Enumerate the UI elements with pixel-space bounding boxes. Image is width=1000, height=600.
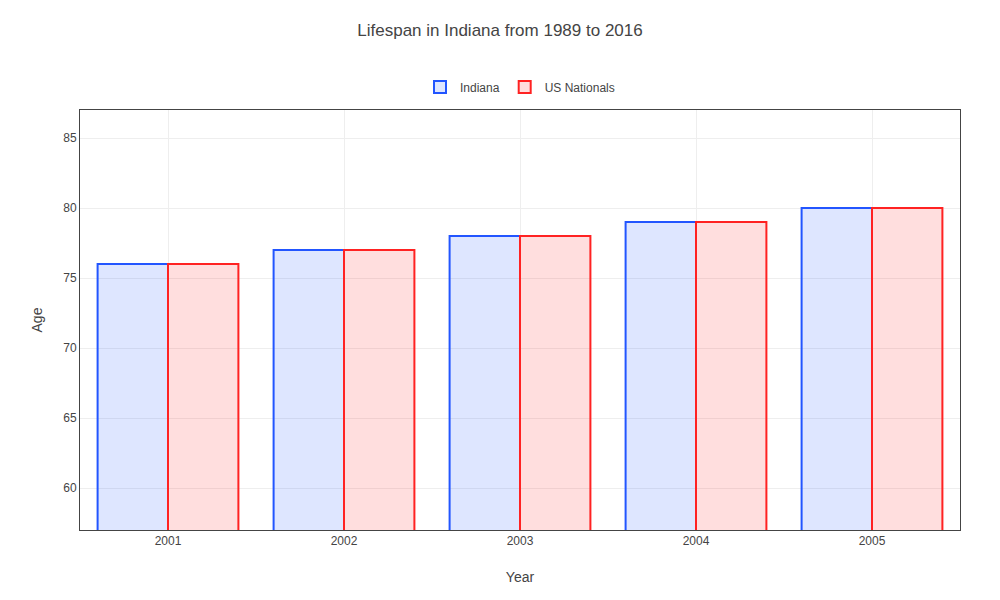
svg-text:2004: 2004	[683, 534, 710, 548]
svg-text:75: 75	[63, 271, 77, 285]
svg-text:Year: Year	[506, 569, 535, 585]
svg-text:2003: 2003	[507, 534, 534, 548]
svg-text:2001: 2001	[155, 534, 182, 548]
svg-text:2002: 2002	[331, 534, 358, 548]
svg-text:US Nationals: US Nationals	[545, 81, 615, 95]
svg-text:70: 70	[63, 341, 77, 355]
svg-text:85: 85	[63, 131, 77, 145]
svg-text:Indiana: Indiana	[460, 81, 500, 95]
svg-text:Age: Age	[29, 307, 45, 332]
svg-text:Lifespan in Indiana from 1989: Lifespan in Indiana from 1989 to 2016	[357, 21, 642, 40]
svg-text:80: 80	[63, 201, 77, 215]
svg-text:65: 65	[63, 411, 77, 425]
svg-text:60: 60	[63, 481, 77, 495]
svg-text:2005: 2005	[859, 534, 886, 548]
